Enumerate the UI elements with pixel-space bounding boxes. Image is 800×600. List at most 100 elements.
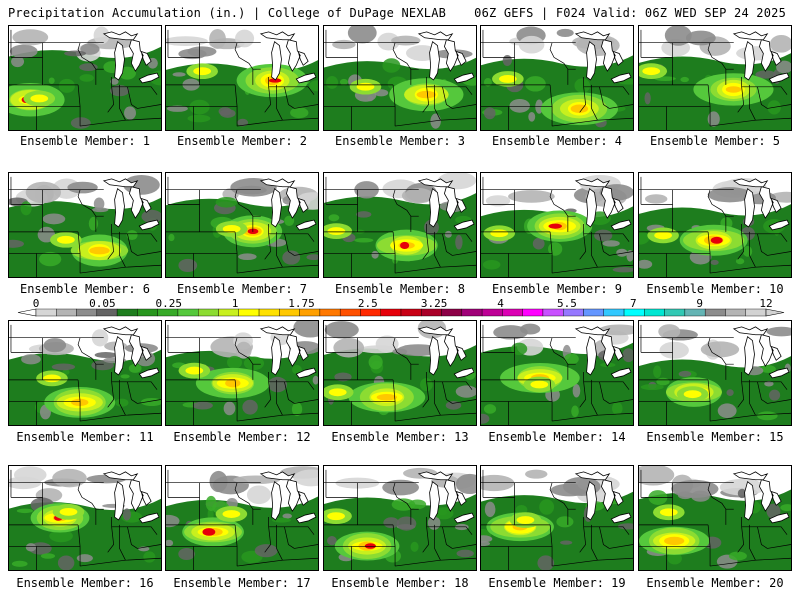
legend-color-bin xyxy=(704,308,726,317)
legend-color-bin xyxy=(279,308,300,317)
ensemble-member-map-19 xyxy=(480,465,634,571)
ensemble-member-caption: Ensemble Member: 15 xyxy=(646,430,784,444)
ensemble-member-caption: Ensemble Member: 17 xyxy=(173,576,311,590)
legend-tick-label: 1 xyxy=(231,297,239,310)
ensemble-member-caption: Ensemble Member: 20 xyxy=(646,576,784,590)
legend-color-bin xyxy=(542,308,564,317)
precipitation-field xyxy=(639,26,791,130)
precipitation-field xyxy=(9,321,161,425)
legend-color-bin xyxy=(360,308,381,317)
ensemble-member-caption: Ensemble Member: 12 xyxy=(173,430,311,444)
legend-color-bin xyxy=(725,308,746,317)
ensemble-member-map-11 xyxy=(8,320,162,426)
ensemble-member-map-8 xyxy=(323,172,477,278)
ensemble-member-caption: Ensemble Member: 11 xyxy=(16,430,154,444)
precipitation-field xyxy=(324,26,476,130)
ensemble-member-caption: Ensemble Member: 18 xyxy=(331,576,469,590)
precipitation-color-legend xyxy=(17,308,785,317)
ensemble-member-map-6 xyxy=(8,172,162,278)
ensemble-member-map-15 xyxy=(638,320,792,426)
legend-tick-label: 9 xyxy=(696,297,703,310)
legend-color-bin xyxy=(177,308,199,317)
legend-color-bin xyxy=(400,308,422,317)
legend-color-bin xyxy=(644,308,665,317)
ensemble-member-map-10 xyxy=(638,172,792,278)
legend-tick-label: 4 xyxy=(497,297,504,310)
precipitation-field xyxy=(9,26,161,130)
ensemble-member-caption: Ensemble Member: 9 xyxy=(491,282,623,296)
ensemble-member-caption: Ensemble Member: 19 xyxy=(488,576,626,590)
legend-color-bin xyxy=(563,308,584,317)
ensemble-member-caption: Ensemble Member: 10 xyxy=(646,282,784,296)
ensemble-member-map-4 xyxy=(480,25,634,131)
ensemble-member-map-17 xyxy=(165,465,319,571)
precipitation-field xyxy=(9,173,161,277)
precipitation-field xyxy=(166,26,318,130)
legend-tick-label: 3.25 xyxy=(420,297,448,310)
ensemble-member-map-14 xyxy=(480,320,634,426)
legend-color-bin xyxy=(421,308,442,317)
legend-color-bin xyxy=(745,308,767,317)
ensemble-member-caption: Ensemble Member: 6 xyxy=(19,282,151,296)
legend-color-bin xyxy=(461,308,483,317)
precipitation-field xyxy=(166,466,318,570)
precipitation-field xyxy=(166,321,318,425)
precipitation-field xyxy=(639,173,791,277)
ensemble-member-map-5 xyxy=(638,25,792,131)
legend-color-bin xyxy=(522,308,544,317)
legend-color-bin xyxy=(218,308,239,317)
run-valid-time: 06Z GEFS | F024 Valid: 06Z WED SEP 24 20… xyxy=(474,6,786,20)
legend-tick-label: 7 xyxy=(629,297,637,310)
ensemble-member-map-20 xyxy=(638,465,792,571)
legend-tick-label: 2.5 xyxy=(357,297,378,310)
ensemble-member-map-9 xyxy=(480,172,634,278)
legend-color-bin xyxy=(664,308,686,317)
ensemble-member-map-16 xyxy=(8,465,162,571)
ensemble-member-map-7 xyxy=(165,172,319,278)
legend-max-arrow xyxy=(765,308,785,317)
ensemble-member-caption: Ensemble Member: 4 xyxy=(491,134,623,148)
ensemble-member-caption: Ensemble Member: 16 xyxy=(16,576,154,590)
legend-color-bin xyxy=(96,308,118,317)
precipitation-field xyxy=(481,466,633,570)
legend-color-bin xyxy=(441,308,463,317)
precipitation-field xyxy=(481,26,633,130)
precipitation-field xyxy=(324,173,476,277)
precipitation-field xyxy=(9,466,161,570)
legend-color-bin xyxy=(198,308,219,317)
ensemble-member-caption: Ensemble Member: 13 xyxy=(331,430,469,444)
legend-color-bin xyxy=(380,308,402,317)
ensemble-member-caption: Ensemble Member: 2 xyxy=(176,134,308,148)
legend-tick-label: 0.25 xyxy=(155,297,182,310)
precipitation-field xyxy=(481,173,633,277)
legend-color-bin xyxy=(623,308,645,317)
ensemble-member-caption: Ensemble Member: 8 xyxy=(334,282,466,296)
legend-color-bin xyxy=(339,308,361,317)
precipitation-field xyxy=(639,466,791,570)
legend-tick-label: 5.5 xyxy=(556,297,577,310)
precipitation-field xyxy=(324,321,476,425)
legend-color-bin xyxy=(35,308,57,317)
legend-color-bin xyxy=(684,308,706,317)
chart-title: Precipitation Accumulation (in.) | Colle… xyxy=(8,6,447,20)
legend-color-bin xyxy=(258,308,280,317)
legend-color-bin xyxy=(583,308,604,317)
ensemble-member-caption: Ensemble Member: 1 xyxy=(19,134,151,148)
legend-color-bin xyxy=(603,308,625,317)
legend-min-arrow xyxy=(17,308,37,317)
legend-color-bin xyxy=(502,308,523,317)
precipitation-field xyxy=(324,466,476,570)
legend-color-bin xyxy=(76,308,98,317)
ensemble-member-caption: Ensemble Member: 3 xyxy=(334,134,466,148)
legend-tick-label: 0 xyxy=(32,297,40,310)
ensemble-member-caption: Ensemble Member: 7 xyxy=(176,282,308,296)
legend-color-bin xyxy=(319,308,341,317)
legend-tick-label: 1.75 xyxy=(288,297,315,310)
legend-color-bin xyxy=(137,308,158,317)
ensemble-member-caption: Ensemble Member: 14 xyxy=(488,430,626,444)
legend-tick-label: 0.05 xyxy=(89,297,116,310)
legend-color-bin xyxy=(116,308,138,317)
ensemble-member-map-1 xyxy=(8,25,162,131)
precipitation-field xyxy=(639,321,791,425)
ensemble-member-caption: Ensemble Member: 5 xyxy=(649,134,781,148)
